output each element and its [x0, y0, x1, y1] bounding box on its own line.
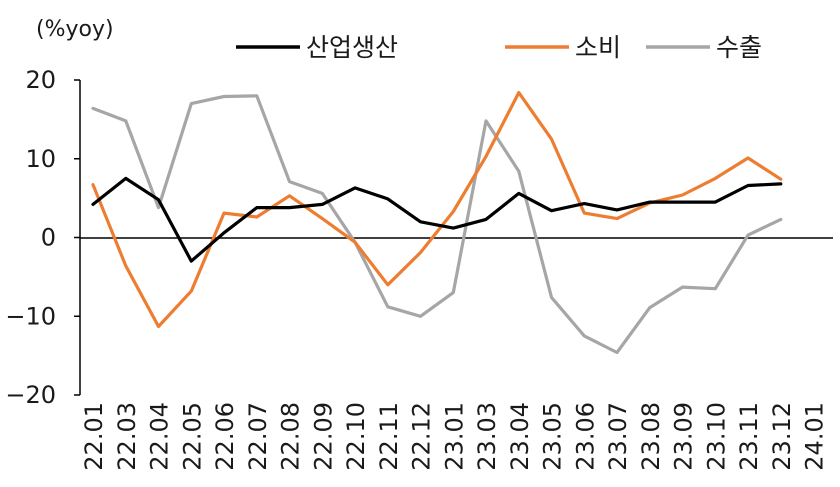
x-tick-label: 23.03: [473, 402, 501, 471]
x-tick-label: 23.12: [768, 402, 796, 471]
x-tick-label: 22.07: [244, 402, 272, 471]
x-tick-label: 22.12: [408, 402, 436, 471]
x-tick-label: 22.04: [146, 402, 174, 471]
y-tick-label: −20: [5, 381, 56, 409]
series-lines: [91, 90, 783, 355]
x-tick-label: 22.03: [113, 402, 141, 471]
x-tick-label: 23.11: [735, 402, 763, 471]
x-tick-label: 23.07: [604, 402, 632, 471]
x-tick-label: 23.01: [440, 402, 468, 471]
x-tick-label: 22.10: [342, 402, 370, 471]
x-tick-label: 22.09: [309, 402, 337, 471]
y-axis-ticks: 20 10 0 −10 −20: [5, 66, 80, 409]
x-tick-label: 22.08: [277, 402, 305, 471]
series-line-2: [91, 90, 783, 329]
x-tick-label: 22.06: [211, 402, 239, 471]
x-tick-label: 23.05: [539, 402, 567, 471]
x-tick-label: 23.08: [637, 402, 665, 471]
x-tick-label: 23.06: [571, 402, 599, 471]
x-tick-label: 23.10: [702, 402, 730, 471]
y-tick-label: 0: [41, 224, 56, 252]
x-axis-ticks: 22.01 22.03 22.04 22.05 22.06 22.07 22.08 22.09…: [80, 402, 829, 471]
x-tick-label: 23.09: [670, 402, 698, 471]
x-tick-label: 22.11: [375, 402, 403, 471]
x-tick-label: 22.01: [80, 402, 108, 471]
x-tick-label: 24.01: [801, 402, 829, 471]
legend-label: 산업생산: [306, 33, 398, 62]
y-tick-label: 10: [25, 145, 56, 173]
legend-label: 소비: [575, 33, 621, 62]
legend-label: 수출: [716, 33, 762, 62]
series-line-1: [91, 176, 783, 263]
x-tick-label: 23.04: [506, 402, 534, 471]
series-line-3: [91, 94, 783, 355]
y-tick-label: 20: [25, 66, 56, 94]
legend: 산업생산 소비 수출: [236, 33, 762, 62]
x-tick-label: 22.05: [178, 402, 206, 471]
y-tick-label: −10: [5, 302, 56, 330]
y-axis-unit-label: (%yoy): [36, 17, 114, 42]
